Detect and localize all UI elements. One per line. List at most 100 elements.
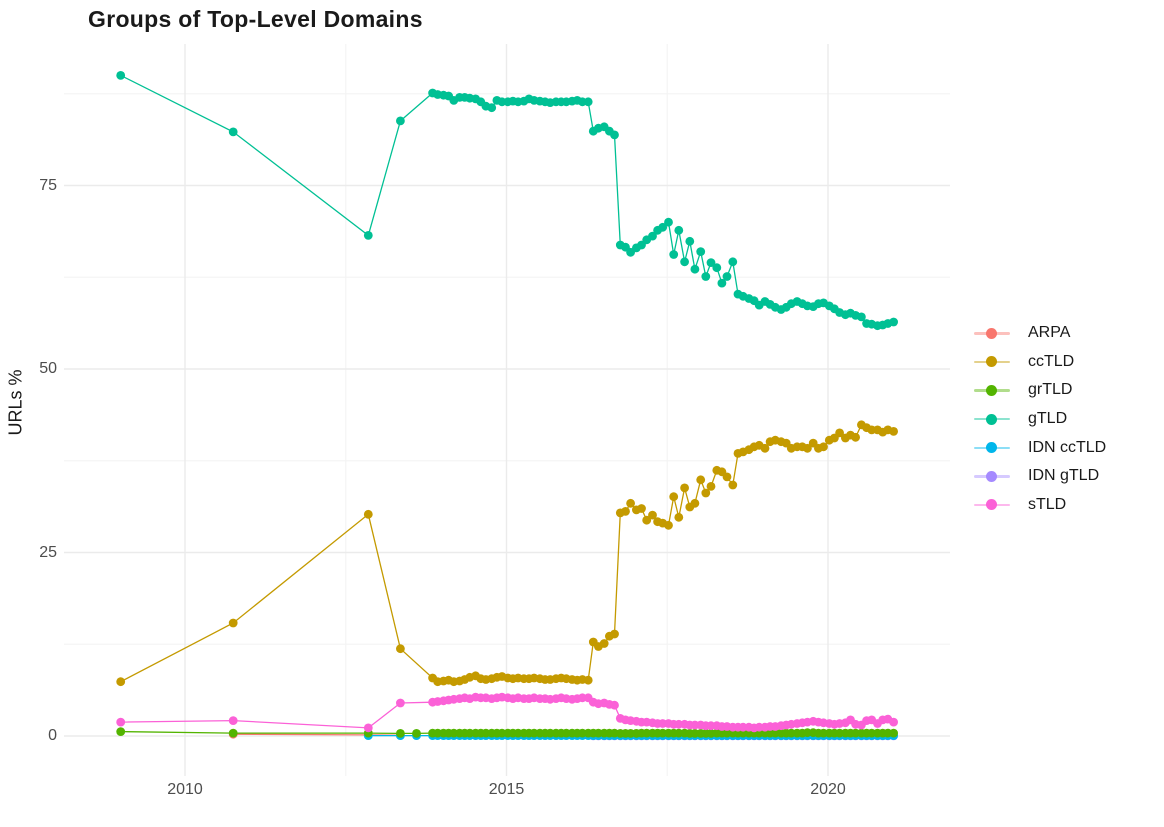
series-point-gtld xyxy=(717,278,727,288)
legend-key-icon xyxy=(972,381,1012,399)
series-point-grtld xyxy=(228,728,238,738)
legend-key-icon xyxy=(972,410,1012,428)
series-point-grtld xyxy=(116,727,126,736)
legend-label: grTLD xyxy=(1028,381,1073,399)
legend: ARPA ccTLD grTLD gTLD IDN ccTLD IDN gTLD sTLD xyxy=(972,319,1106,519)
x-tick-label: 2010 xyxy=(167,781,203,798)
series-point-gtld xyxy=(583,97,593,107)
legend-label: gTLD xyxy=(1028,410,1068,428)
legend-key-icon xyxy=(972,439,1012,457)
series-point-gtld xyxy=(712,263,722,273)
series-point-cctld xyxy=(722,472,732,482)
series-point-gtld xyxy=(669,250,679,259)
legend-key-icon xyxy=(972,496,1012,514)
series-point-grtld xyxy=(412,729,421,738)
series-point-cctld xyxy=(835,428,844,438)
series-point-gtld xyxy=(690,264,700,274)
series-point-cctld xyxy=(760,443,770,453)
series-point-gtld xyxy=(487,103,497,113)
series-point-gtld xyxy=(363,231,373,240)
series-point-cctld xyxy=(363,509,373,519)
series-point-cctld xyxy=(706,482,716,491)
series-point-gtld xyxy=(857,312,866,322)
legend-item-idn-cctld: IDN ccTLD xyxy=(972,433,1106,462)
series-point-cctld xyxy=(669,492,679,502)
series-point-cctld xyxy=(396,644,405,654)
series-point-cctld xyxy=(728,480,738,490)
series-point-cctld xyxy=(648,510,657,520)
y-tick-label: 25 xyxy=(39,543,57,561)
series-point-cctld xyxy=(696,475,706,485)
legend-label: IDN gTLD xyxy=(1028,467,1100,485)
series-point-gtld xyxy=(396,116,405,126)
y-tick-label: 0 xyxy=(48,727,57,744)
series-point-cctld xyxy=(621,507,630,516)
series-point-gtld xyxy=(889,317,898,327)
legend-item-stld: sTLD xyxy=(972,491,1106,520)
series-point-gtld xyxy=(728,257,738,267)
series-point-cctld xyxy=(680,483,689,493)
series-point-stld xyxy=(228,716,238,725)
legend-item-arpa: ARPA xyxy=(972,319,1106,348)
series-point-cctld xyxy=(803,443,812,453)
series-point-cctld xyxy=(819,442,828,452)
x-tick-label: 2020 xyxy=(810,781,846,798)
series-point-cctld xyxy=(626,498,635,508)
series-point-grtld xyxy=(396,729,405,738)
legend-label: ARPA xyxy=(1028,324,1071,342)
legend-item-gtld: gTLD xyxy=(972,405,1106,434)
legend-dot-icon xyxy=(986,470,997,482)
series-point-gtld xyxy=(648,231,657,241)
legend-dot-icon xyxy=(986,442,997,454)
legend-label: sTLD xyxy=(1028,495,1067,513)
legend-label: IDN ccTLD xyxy=(1028,438,1107,456)
series-point-cctld xyxy=(610,629,619,639)
legend-dot-icon xyxy=(986,384,997,396)
series-point-cctld xyxy=(690,498,700,508)
legend-dot-icon xyxy=(986,413,997,425)
legend-item-cctld: ccTLD xyxy=(972,348,1106,377)
series-point-gtld xyxy=(680,257,689,267)
series-point-cctld xyxy=(637,504,646,513)
y-tick-label: 50 xyxy=(39,360,57,377)
series-point-cctld xyxy=(851,432,860,442)
series-point-cctld xyxy=(664,520,673,530)
legend-label: ccTLD xyxy=(1028,352,1075,370)
y-tick-label: 75 xyxy=(39,176,57,194)
series-point-cctld xyxy=(889,427,898,436)
series-point-gtld xyxy=(706,258,716,267)
series-point-cctld xyxy=(583,675,593,685)
series-point-gtld xyxy=(696,247,706,256)
x-tick-label: 2015 xyxy=(488,781,525,798)
series-point-cctld xyxy=(674,512,684,522)
legend-key-icon xyxy=(972,467,1012,485)
series-point-gtld xyxy=(701,272,711,281)
series-point-stld xyxy=(889,717,898,727)
series-point-gtld xyxy=(674,225,684,235)
series-point-gtld xyxy=(610,130,619,140)
series-point-stld xyxy=(610,700,619,710)
series-point-gtld xyxy=(658,222,668,232)
series-point-grtld xyxy=(889,728,898,738)
series-point-cctld xyxy=(228,618,238,628)
legend-key-icon xyxy=(972,324,1012,342)
legend-item-grtld: grTLD xyxy=(972,376,1106,405)
series-point-cctld xyxy=(116,677,126,687)
series-point-cctld xyxy=(599,639,609,648)
legend-dot-icon xyxy=(986,327,997,339)
series-point-stld xyxy=(396,698,405,708)
series-point-gtld xyxy=(664,217,673,227)
legend-item-idn-gtld: IDN gTLD xyxy=(972,462,1106,491)
series-point-gtld xyxy=(116,71,126,80)
chart-title: Groups of Top-Level Domains xyxy=(88,6,423,32)
series-point-stld xyxy=(116,717,126,727)
legend-dot-icon xyxy=(986,356,997,368)
series-point-gtld xyxy=(685,236,695,246)
series-point-gtld xyxy=(228,127,238,137)
series-point-cctld xyxy=(701,488,711,498)
series-point-gtld xyxy=(722,272,732,281)
legend-dot-icon xyxy=(986,499,997,511)
series-point-stld xyxy=(363,723,373,733)
